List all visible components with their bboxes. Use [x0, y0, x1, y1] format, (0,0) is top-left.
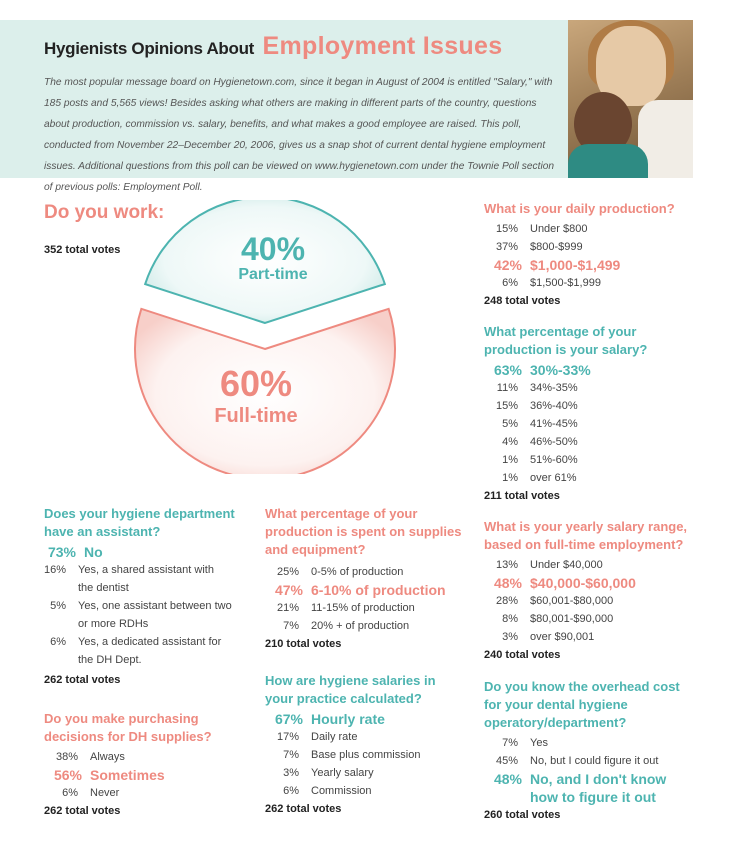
yearly-total: 240 total votes [484, 649, 561, 661]
list-item: 15% 36%-40% [495, 400, 578, 412]
salary-pct-question: What percentage of your production is yo… [484, 324, 648, 357]
purchasing-question: Do you make purchasing decisions for DH … [44, 711, 212, 744]
list-item: 11% 34%-35% [496, 382, 578, 394]
pie-slice-part-time [143, 200, 387, 325]
pie-full-pct: 60% [220, 363, 292, 404]
list-item: 5% 41%-45% [502, 418, 578, 430]
list-item: 48% No, and I don't know how to figure it… [493, 771, 667, 805]
list-item: 1% 51%-60% [502, 454, 578, 466]
list-item: 63% 30%-33% [493, 362, 591, 378]
title-small: Hygienists Opinions About [44, 39, 255, 58]
yearly-section: What is your yearly salary range, based … [484, 518, 699, 664]
salary-pct-section: What percentage of your production is yo… [484, 323, 674, 505]
list-item: 1% over 61% [502, 472, 577, 484]
overhead-total: 260 total votes [484, 809, 561, 821]
yearly-question: What is your yearly salary range, based … [484, 519, 688, 552]
list-item: 6% Never [62, 787, 120, 799]
list-item: 6% $1,500-$1,999 [502, 277, 601, 289]
purchasing-section: Do you make purchasing decisions for DH … [44, 710, 259, 820]
list-item: 5% Yes, one assistant between two or more… [50, 600, 232, 630]
header-banner: Hygienists Opinions About Employment Iss… [0, 20, 568, 193]
pie-slice-full-time [134, 307, 396, 474]
list-item: 3% over $90,001 [502, 631, 595, 643]
salaries-section: How are hygiene salaries in your practic… [265, 672, 465, 818]
list-item: 17% Daily rate [276, 731, 358, 743]
list-item: 42% $1,000-$1,499 [493, 257, 621, 273]
supplies-section: What percentage of your production is sp… [265, 505, 465, 653]
list-item: 15% Under $800 [495, 223, 588, 235]
salary-pct-total: 211 total votes [484, 490, 560, 502]
daily-section: What is your daily production? 15% Under … [484, 200, 699, 310]
list-item: 47% 6-10% of production [274, 582, 446, 598]
list-item: 28% $60,001-$80,000 [495, 595, 614, 607]
pie-part-pct: 40% [241, 231, 305, 267]
work-question: Do you work: [44, 202, 165, 223]
list-item: 25% 0-5% of production [276, 566, 404, 578]
list-item: 73% No [47, 544, 103, 560]
supplies-total: 210 total votes [265, 638, 342, 650]
overhead-section: Do you know the overhead cost for your d… [484, 678, 699, 824]
list-item: 37% $800-$999 [495, 241, 583, 253]
list-item: 45% No, but I could figure it out [495, 755, 659, 767]
assistant-total: 262 total votes [44, 674, 121, 686]
salaries-total: 262 total votes [265, 803, 342, 815]
list-item: 7% 20% + of production [283, 620, 410, 632]
title-big: Employment Issues [262, 32, 503, 60]
pie-part-label: Part-time [238, 266, 307, 283]
salaries-question: How are hygiene salaries in your practic… [265, 673, 436, 706]
list-item: 38% Always [55, 751, 125, 763]
list-item: 6% Commission [283, 785, 372, 797]
list-item: 3% Yearly salary [283, 767, 374, 779]
intro-paragraph: The most popular message board on Hygien… [44, 77, 555, 193]
pie-full-label: Full-time [214, 405, 297, 427]
list-item: 16% Yes, a shared assistant with the dent… [44, 564, 214, 594]
list-item: 56% Sometimes [53, 767, 165, 783]
assistant-section: Does your hygiene department have an ass… [44, 505, 254, 689]
daily-total: 248 total votes [484, 295, 561, 307]
page-title: Hygienists Opinions About Employment Iss… [44, 32, 502, 61]
list-item: 8% $80,001-$90,000 [502, 613, 614, 625]
supplies-question: What percentage of your production is sp… [265, 506, 462, 557]
work-pie-chart: 40% Part-time 60% Full-time [134, 200, 396, 474]
list-item: 7% Base plus commission [283, 749, 421, 761]
list-item: 6% Yes, a dedicated assistant for the DH … [50, 636, 222, 666]
list-item: 48% $40,000-$60,000 [493, 575, 636, 591]
list-item: 4% 46%-50% [502, 436, 578, 448]
hygienists-photo [568, 20, 693, 178]
purchasing-total: 262 total votes [44, 805, 121, 817]
assistant-question: Does your hygiene department have an ass… [44, 506, 235, 539]
work-total: 352 total votes [44, 244, 121, 256]
list-item: 13% Under $40,000 [495, 559, 603, 571]
overhead-question: Do you know the overhead cost for your d… [484, 679, 680, 730]
list-item: 21% 11-15% of production [276, 602, 415, 614]
daily-question: What is your daily production? [484, 201, 675, 216]
list-item: 67% Hourly rate [274, 711, 385, 727]
list-item: 7% Yes [502, 737, 548, 749]
